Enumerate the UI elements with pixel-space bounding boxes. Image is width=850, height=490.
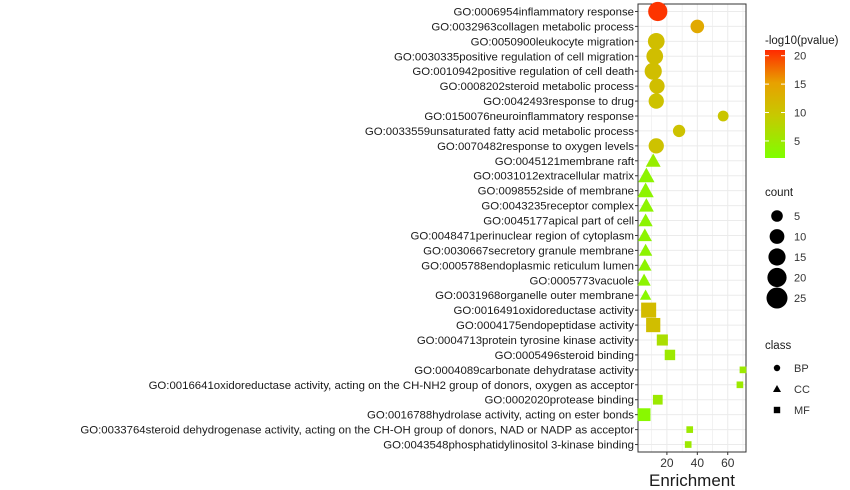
size-legend-key bbox=[768, 248, 786, 266]
y-axis-labels: GO:0006954inflammatory response GO:003296… bbox=[80, 6, 638, 452]
y-tick-label: GO:0005788endoplasmic reticulum lumen bbox=[421, 260, 634, 272]
point-mf-square bbox=[739, 366, 747, 374]
point-bp-circle bbox=[648, 138, 664, 154]
x-tick-label: 60 bbox=[721, 456, 735, 470]
y-tick-label: GO:0050900leukocyte migration bbox=[471, 36, 634, 48]
size-legend-label: 5 bbox=[794, 211, 800, 223]
x-axis-title: Enrichment bbox=[649, 471, 735, 490]
shape-legend-key-circle bbox=[773, 364, 781, 372]
y-tick-label: GO:0042493response to drug bbox=[483, 96, 634, 108]
point-bp-circle bbox=[717, 110, 729, 122]
shape-legend-key-triangle bbox=[773, 385, 781, 392]
point-mf-square bbox=[684, 441, 692, 448]
legends: -log10(pvalue)5101520count510152025class… bbox=[765, 35, 839, 417]
y-tick-label: GO:0043548phosphatidylinositol 3-kinase … bbox=[383, 440, 634, 452]
y-tick-label: GO:0010942positive regulation of cell de… bbox=[412, 66, 634, 78]
point-mf-square bbox=[646, 317, 661, 333]
colorbar-label: 15 bbox=[794, 79, 806, 91]
colorbar bbox=[765, 50, 785, 158]
colorbar-label: 20 bbox=[794, 51, 806, 63]
point-cc-triangle bbox=[638, 258, 652, 271]
y-tick-label: GO:0016788hydrolase activity, acting on … bbox=[367, 410, 634, 422]
point-bp-circle bbox=[644, 62, 662, 80]
y-tick-label: GO:0031968organelle outer membrane bbox=[435, 290, 634, 302]
y-tick-label: GO:0043235receptor complex bbox=[481, 201, 634, 213]
point-cc-triangle bbox=[637, 273, 651, 286]
point-cc-triangle bbox=[637, 228, 652, 242]
y-tick-label: GO:0150076neuroinflammatory response bbox=[424, 111, 634, 123]
point-mf-square bbox=[656, 334, 668, 346]
point-mf-square bbox=[652, 394, 663, 405]
shape-legend-title: class bbox=[765, 340, 791, 352]
point-mf-square bbox=[637, 408, 651, 422]
point-mf-square bbox=[664, 349, 676, 361]
plot-panel bbox=[637, 3, 747, 453]
shape-legend-key-square bbox=[773, 406, 781, 414]
y-tick-label: GO:0048471perinuclear region of cytoplas… bbox=[410, 230, 634, 242]
point-cc-triangle bbox=[638, 198, 654, 212]
size-legend-key bbox=[769, 229, 785, 244]
y-tick-label: GO:0045177apical part of cell bbox=[483, 216, 634, 228]
size-legend-key bbox=[766, 287, 788, 309]
grid bbox=[638, 4, 746, 452]
point-cc-triangle bbox=[638, 167, 655, 183]
point-cc-triangle bbox=[637, 182, 654, 198]
point-mf-square bbox=[736, 381, 744, 389]
point-bp-circle bbox=[648, 93, 664, 109]
shape-legend-label: BP bbox=[794, 363, 809, 375]
y-tick-label: GO:0004175endopeptidase activity bbox=[456, 320, 634, 332]
point-cc-triangle bbox=[639, 289, 652, 300]
y-tick-label: GO:0016491oxidoreductase activity bbox=[454, 305, 635, 317]
size-legend-title: count bbox=[765, 187, 794, 199]
colorbar-label: 5 bbox=[794, 136, 800, 148]
y-tick-label: GO:0004713protein tyrosine kinase activi… bbox=[417, 335, 634, 347]
y-tick-label: GO:0002020protease binding bbox=[485, 395, 634, 407]
y-tick-label: GO:0032963collagen metabolic process bbox=[431, 21, 634, 33]
y-tick-label: GO:0008202steroid metabolic process bbox=[440, 81, 635, 93]
size-legend-key bbox=[767, 267, 787, 288]
y-tick-label: GO:0030667secretory granule membrane bbox=[423, 245, 634, 257]
y-tick-label: GO:0033559unsaturated fatty acid metabol… bbox=[365, 126, 634, 138]
y-tick-label: GO:0031012extracellular matrix bbox=[473, 171, 634, 183]
point-mf-square bbox=[641, 302, 657, 318]
y-tick-label: GO:0005496steroid binding bbox=[495, 350, 634, 362]
point-bp-circle bbox=[648, 1, 668, 22]
colorbar-label: 10 bbox=[794, 108, 806, 120]
y-tick-label: GO:0098552side of membrane bbox=[478, 186, 634, 198]
point-cc-triangle bbox=[638, 213, 653, 227]
y-tick-label: GO:0030335positive regulation of cell mi… bbox=[394, 51, 634, 63]
point-bp-circle bbox=[690, 19, 705, 34]
point-bp-circle bbox=[646, 47, 664, 65]
size-legend-label: 20 bbox=[794, 273, 806, 285]
size-legend-label: 10 bbox=[794, 232, 806, 244]
size-legend-key bbox=[771, 210, 783, 222]
point-cc-triangle bbox=[645, 153, 661, 167]
shape-legend-label: MF bbox=[794, 405, 810, 417]
y-tick-label: GO:0045121membrane raft bbox=[495, 156, 635, 168]
point-bp-circle bbox=[647, 32, 665, 50]
y-tick-label: GO:0006954inflammatory response bbox=[454, 6, 634, 18]
point-cc-triangle bbox=[638, 243, 653, 256]
color-legend-title: -log10(pvalue) bbox=[765, 35, 839, 47]
x-tick-label: 20 bbox=[660, 456, 674, 470]
data-points bbox=[637, 1, 747, 448]
y-tick-label: GO:0004089carbonate dehydratase activity bbox=[414, 365, 634, 377]
point-mf-square bbox=[686, 426, 694, 433]
y-tick-label: GO:0070482response to oxygen levels bbox=[437, 141, 634, 153]
y-tick-label: GO:0016641oxidoreductase activity, actin… bbox=[149, 380, 635, 392]
size-legend-label: 25 bbox=[794, 293, 806, 305]
y-tick-label: GO:0033764steroid dehydrogenase activity… bbox=[80, 425, 634, 437]
y-tick-label: GO:0005773vacuole bbox=[530, 275, 635, 287]
x-axis: 20 40 60 bbox=[660, 452, 735, 470]
size-legend-label: 15 bbox=[794, 252, 806, 264]
shape-legend-label: CC bbox=[794, 384, 810, 396]
point-bp-circle bbox=[672, 124, 686, 138]
point-bp-circle bbox=[649, 78, 665, 94]
x-tick-label: 40 bbox=[691, 456, 705, 470]
